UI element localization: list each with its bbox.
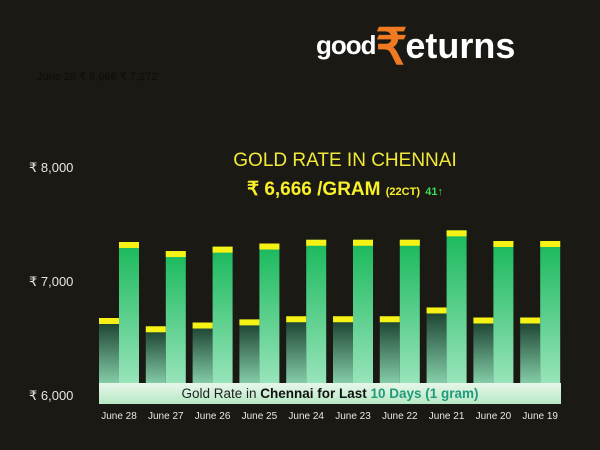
bar-22k-cap [145,326,166,333]
bar-24k-cap [446,230,467,237]
karat: (22CT) [385,186,420,198]
x-tick-label: June 28 [101,411,137,422]
bar-24k [353,239,373,390]
x-tick-label: June 26 [194,411,231,422]
bar-22k-cap [379,316,400,323]
bar-22k-cap [99,318,119,324]
goodreturns-logo: good ₹ eturns [316,22,515,72]
bar-22k [473,317,494,390]
chart-header: GOLD RATE IN CHENNAI ₹ 6,666 /GRAM (22CT… [0,150,600,201]
chart-caption: Gold Rate in Chennai for Last 10 Days (1… [99,383,561,404]
bar-22k-cap [239,319,260,326]
bar-22k [286,316,307,390]
x-tick-label: June 25 [241,411,278,422]
x-tick-label: June 20 [475,411,512,422]
logo-good: good [316,30,377,60]
bar-24k [493,241,514,390]
bar-24k [259,243,280,390]
y-tick-label: ₹ 6,000 [29,388,74,403]
bar-24k-cap [306,239,327,246]
bar-24k-cap [212,246,233,253]
x-tick-label: June 24 [288,411,324,422]
bar-22k-cap [473,317,494,324]
hidden-summary-text: June 28 ₹ 6,666 ₹ 7,272 [37,71,158,83]
bar-24k-cap [165,251,186,258]
bar-22k [333,316,353,390]
x-tick-label: June 21 [428,411,465,422]
x-tick-label: June 23 [335,411,371,422]
bar-24k-cap [399,239,420,246]
bar-22k-cap [426,307,447,314]
caption-prefix: Gold Rate in [181,386,261,401]
bar-22k-cap [333,316,353,323]
price-line: ₹ 6,666 /GRAM (22CT) 41↑ [90,178,600,201]
bar-24k [446,230,467,390]
bar-22k [192,322,213,390]
bar-24k [119,242,139,390]
bar-24k-cap [119,242,139,249]
x-tick-label: June 22 [382,411,418,422]
x-tick-label: June 19 [522,411,558,422]
bar-24k [540,241,561,390]
bar-22k-cap [520,317,541,324]
bar-22k [426,307,447,390]
caption-period: 10 Days (1 gram) [366,386,479,401]
bar-22k [520,317,541,390]
bar-24k-cap [259,243,280,250]
y-tick-label: ₹ 7,000 [29,274,74,289]
price-change: 41↑ [425,186,444,198]
price: ₹ 6,666 /GRAM [246,179,381,200]
x-tick-label: June 27 [148,411,184,422]
bar-24k-cap [540,241,561,248]
bar-24k-cap [493,241,514,248]
logo-eturns: eturns [405,25,516,66]
bar-22k-cap [286,316,307,323]
bar-22k [145,326,166,390]
bar-24k [212,246,233,390]
y-tick-label: ₹ 8,000 [29,160,74,175]
bar-22k [99,318,119,390]
bar-22k [379,316,400,390]
bar-24k-cap [353,239,373,246]
logo-rupee: ₹ [375,19,408,75]
bar-24k [399,239,420,390]
bar-24k [306,239,327,390]
caption-city: Chennai for Last [260,386,367,401]
bar-24k [165,251,186,390]
chart-title: GOLD RATE IN CHENNAI [233,150,457,171]
bar-22k [239,319,260,390]
bar-22k-cap [192,322,213,329]
